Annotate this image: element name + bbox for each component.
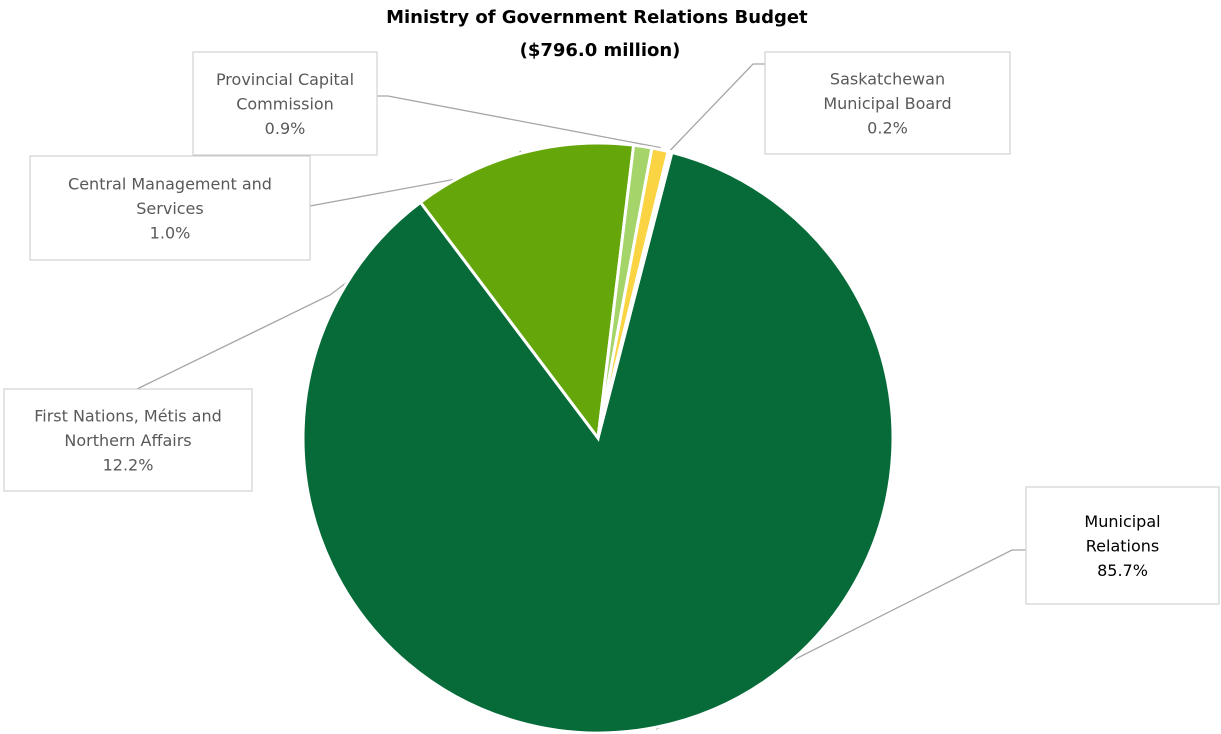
data-label-name: Central Management and [68,175,272,194]
leader-line-saskatchewan-municipal-board [670,63,765,151]
data-label-box [29,155,311,261]
data-label-box [192,51,378,156]
data-label-name: Commission [236,95,334,114]
chart-title-line-1: Ministry of Government Relations Budget [386,7,808,28]
data-label-name: Municipal Board [823,94,951,113]
pie-slice-first-nations-m-tis-and-northern-affairs [418,141,636,442]
data-label-saskatchewan-municipal-board: Saskatchewan Municipal Board 0.2% [764,51,1011,155]
data-label-provincial-capital-commission: Provincial Capital Commission 0.9% [192,51,378,156]
data-label-first-nations-m-tis-and-northern-affairs: First Nations, Métis and Northern Affairs… [3,388,253,492]
data-label-value: 0.9% [265,119,306,138]
data-label-value: 12.2% [103,456,154,475]
data-label-name: Northern Affairs [64,431,191,450]
data-label-value: 85.7% [1097,561,1148,580]
data-label-name: Municipal [1084,512,1160,531]
data-label-value: 1.0% [150,224,191,243]
data-label-box [1025,486,1220,605]
leader-line-provincial-capital-commission [377,95,661,149]
pie-slice-municipal-relations [301,150,895,734]
data-label-municipal-relations: Municipal Relations 85.7% [1025,486,1220,605]
chart-subtitle: ($796.0 million) [520,40,681,61]
data-label-central-management-and-services: Central Management and Services 1.0% [29,155,311,261]
data-label-box [764,51,1011,155]
pie-slice-saskatchewan-municipal-board [596,149,674,439]
data-label-box [3,388,253,492]
chart-title: Ministry of Government Relations Budget … [386,7,814,61]
data-label-name: Relations [1086,537,1159,556]
data-label-value: 0.2% [867,119,908,138]
data-label-name: First Nations, Métis and [34,407,222,426]
data-labels: Municipal Relations 85.7% First Nations, Mé… [3,51,1220,605]
data-label-name: Provincial Capital [216,70,354,89]
data-label-name: Saskatchewan [830,70,945,89]
data-label-name: Services [136,199,203,218]
pie-slices [301,141,895,734]
